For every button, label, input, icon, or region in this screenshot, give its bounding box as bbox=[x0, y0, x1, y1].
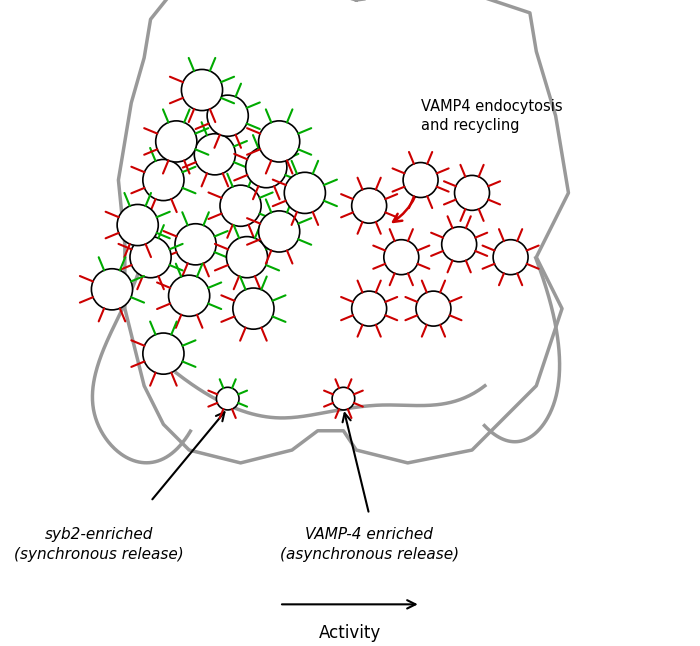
Circle shape bbox=[175, 224, 216, 265]
Circle shape bbox=[117, 204, 158, 245]
Circle shape bbox=[207, 95, 248, 136]
Circle shape bbox=[258, 211, 300, 252]
Circle shape bbox=[169, 275, 210, 317]
Circle shape bbox=[195, 134, 235, 175]
Circle shape bbox=[284, 172, 326, 213]
Circle shape bbox=[246, 147, 287, 188]
Circle shape bbox=[220, 185, 261, 226]
Circle shape bbox=[181, 69, 223, 110]
Circle shape bbox=[442, 227, 477, 262]
Circle shape bbox=[155, 121, 197, 162]
Circle shape bbox=[332, 388, 355, 410]
Circle shape bbox=[92, 269, 132, 310]
Circle shape bbox=[416, 291, 451, 326]
Circle shape bbox=[226, 236, 267, 278]
Circle shape bbox=[351, 188, 386, 224]
Circle shape bbox=[216, 388, 239, 410]
Circle shape bbox=[384, 240, 419, 275]
Text: Activity: Activity bbox=[318, 623, 381, 641]
Circle shape bbox=[403, 163, 438, 198]
Text: syb2-enriched
(synchronous release): syb2-enriched (synchronous release) bbox=[14, 527, 184, 562]
Circle shape bbox=[454, 176, 489, 211]
Circle shape bbox=[493, 240, 528, 275]
Circle shape bbox=[130, 236, 171, 278]
Text: VAMP4 endocytosis
and recycling: VAMP4 endocytosis and recycling bbox=[421, 99, 562, 132]
Circle shape bbox=[143, 333, 184, 374]
Text: VAMP-4 enriched
(asynchronous release): VAMP-4 enriched (asynchronous release) bbox=[279, 527, 458, 562]
Circle shape bbox=[258, 121, 300, 162]
Circle shape bbox=[351, 291, 386, 326]
Circle shape bbox=[143, 160, 184, 201]
Circle shape bbox=[233, 288, 274, 329]
